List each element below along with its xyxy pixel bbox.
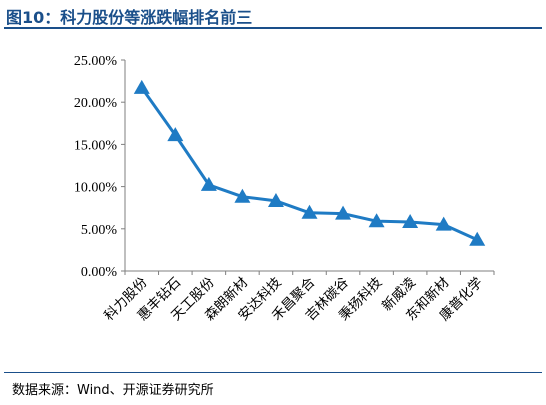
data-point-marker — [234, 188, 251, 203]
y-tick-label: 25.00% — [74, 54, 118, 69]
y-tick-label: 20.00% — [74, 96, 118, 111]
source-divider — [4, 372, 542, 373]
data-point-marker — [167, 127, 184, 142]
data-point-marker — [200, 176, 217, 191]
y-tick-label: 0.00% — [81, 265, 118, 280]
data-point-marker — [435, 216, 452, 231]
data-point-marker — [335, 205, 352, 220]
data-point-marker — [301, 204, 318, 219]
chart-title: 图10：科力股份等涨跌幅排名前三 — [6, 8, 253, 27]
y-tick-label: 5.00% — [81, 223, 118, 238]
source-note: 数据来源：Wind、开源证券研究所 — [12, 383, 214, 398]
data-point-marker — [469, 231, 486, 246]
data-point-marker — [368, 213, 385, 228]
data-point-marker — [133, 79, 150, 94]
data-point-marker — [402, 214, 419, 229]
data-point-marker — [267, 192, 284, 207]
title-divider — [4, 27, 542, 29]
y-tick-label: 15.00% — [74, 138, 118, 153]
y-tick-label: 10.00% — [74, 181, 118, 196]
